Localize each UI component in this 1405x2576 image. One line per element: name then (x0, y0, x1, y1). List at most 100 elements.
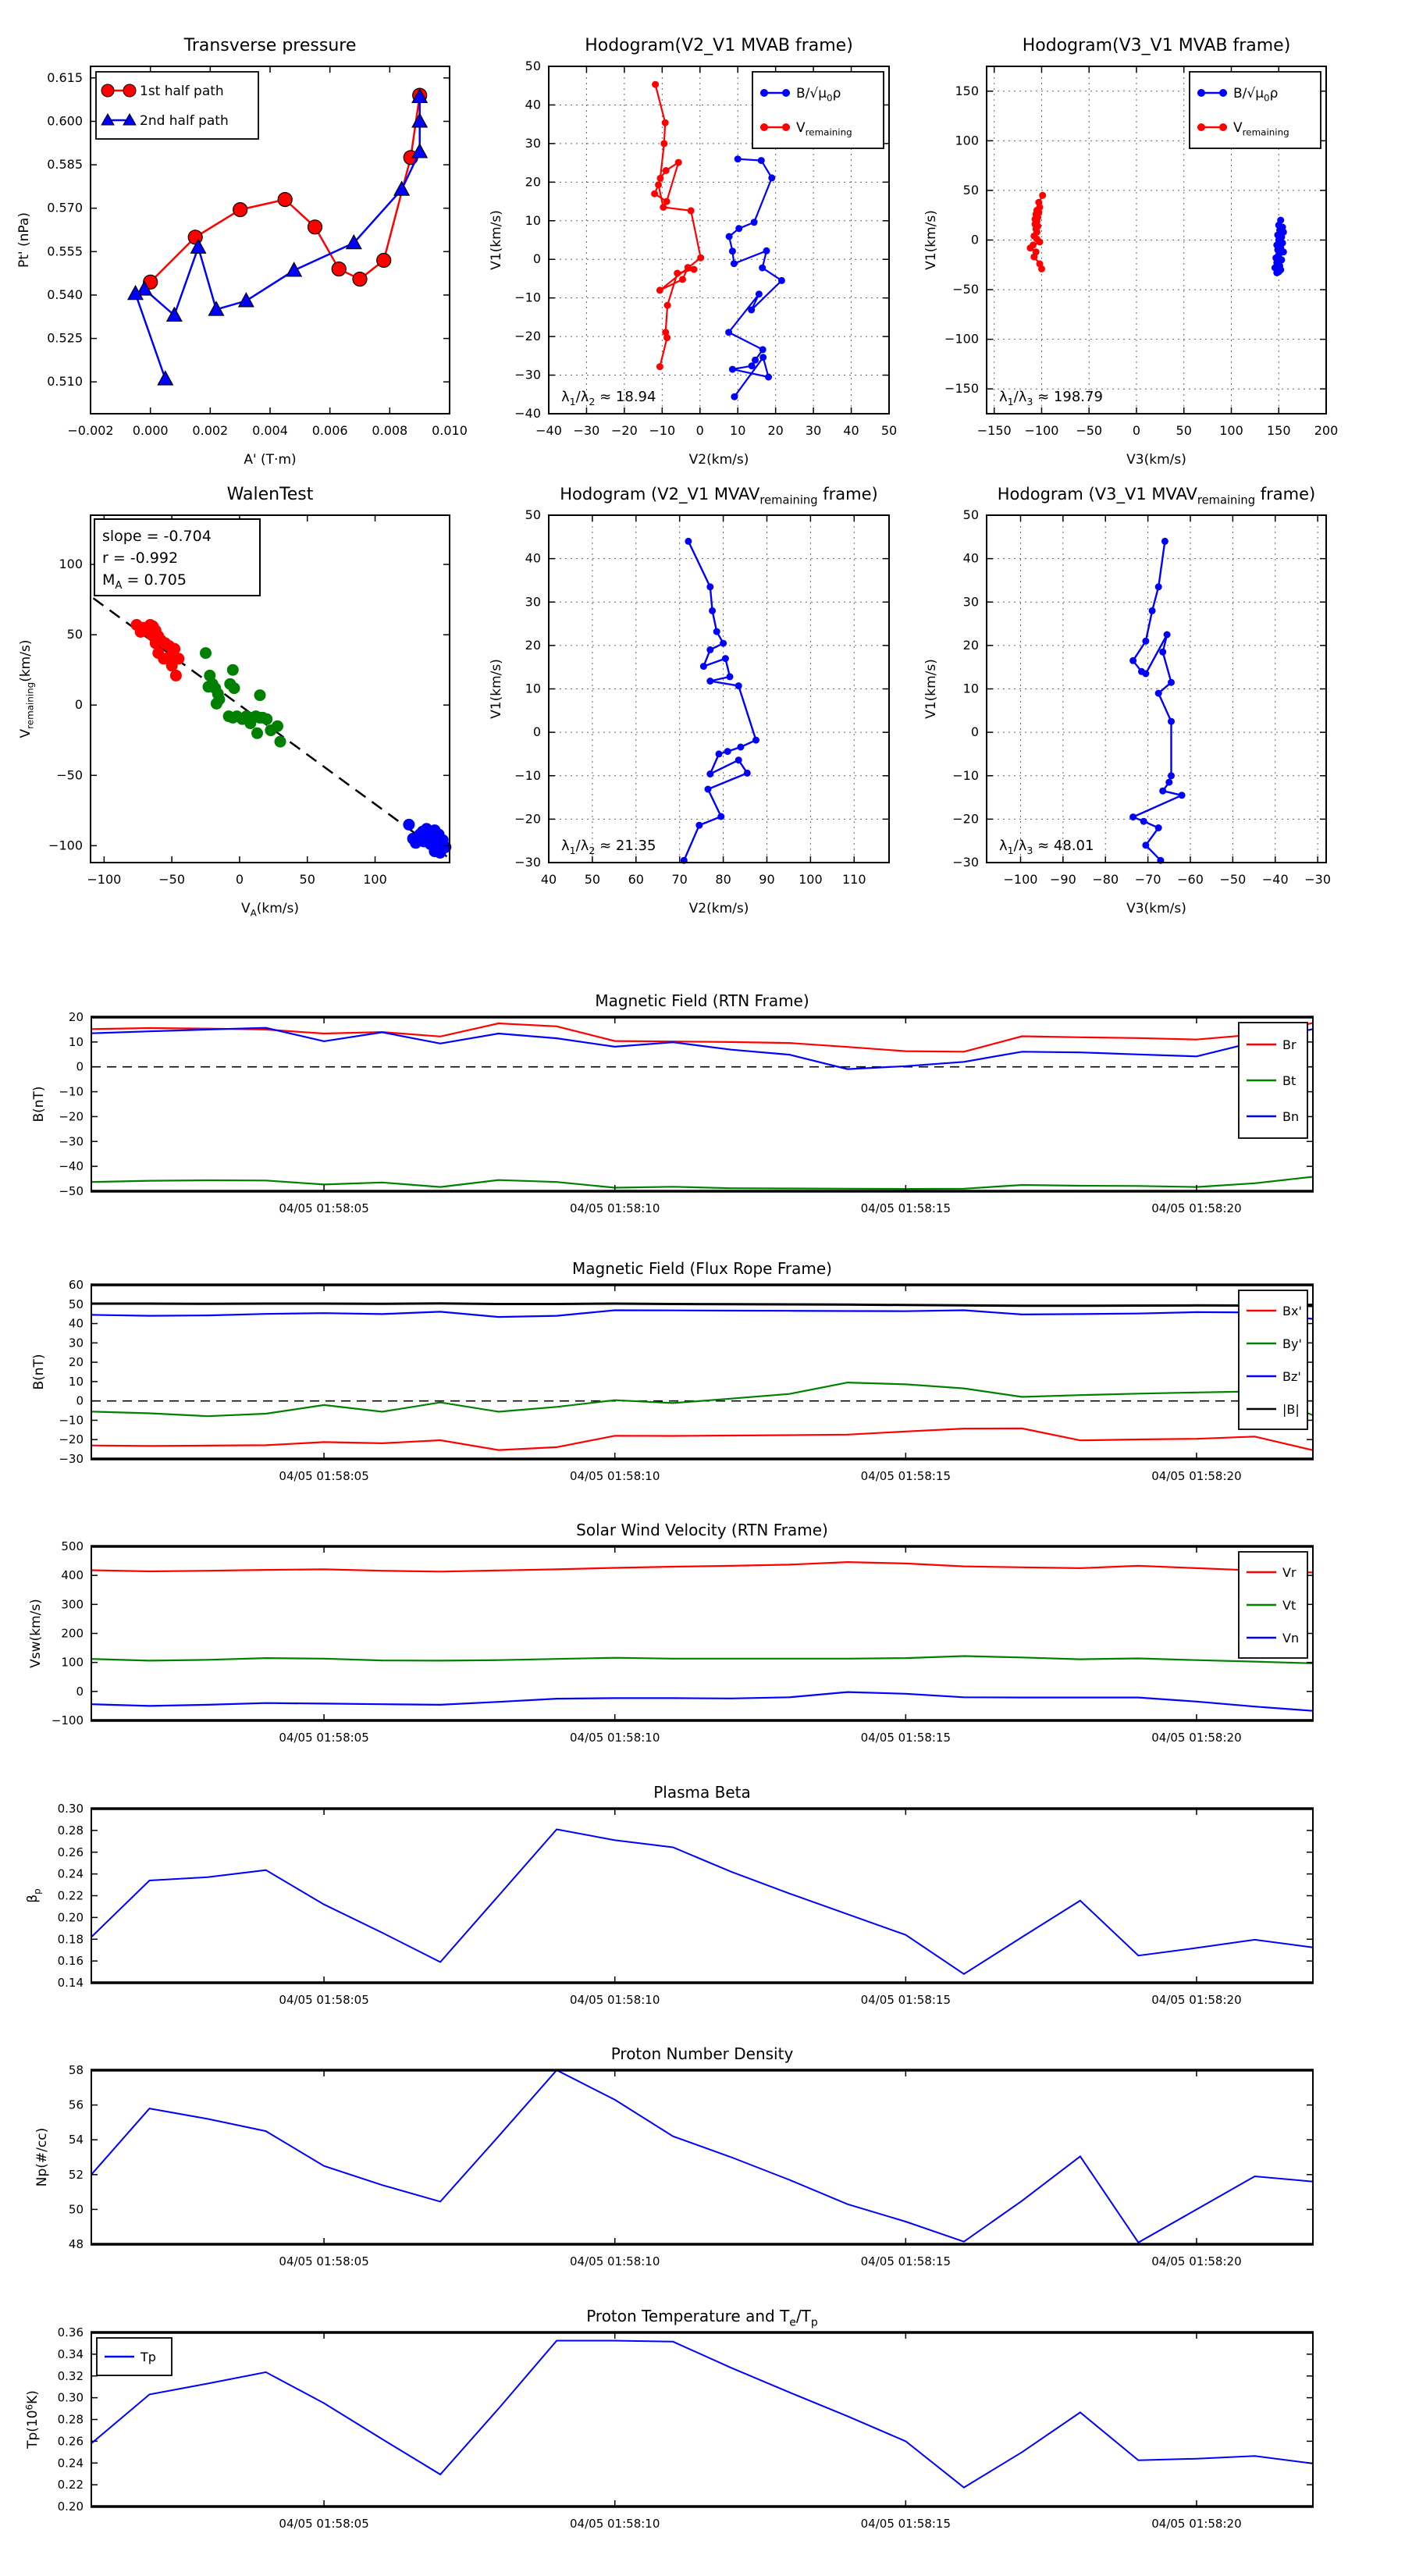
y-tick-label: 54 (69, 2133, 84, 2147)
y-tick-label: 50 (69, 1297, 84, 1311)
x-tick-labels: 40 50 60 70 80 90 100 110 (541, 872, 866, 887)
y-tick-label: 0.30 (58, 2391, 84, 2405)
chart-title: Proton Temperature and Te/Tp (586, 2307, 818, 2329)
y-tick-labels: 0.20 0.22 0.24 0.26 0.28 0.30 0.32 0.34 0.36 (58, 2325, 84, 2514)
y-tick-label: 0.20 (58, 2500, 84, 2514)
tick-marks (91, 1808, 1313, 1984)
y-tick-label: 0 (76, 1394, 84, 1408)
chart-title: Magnetic Field (Flux Rope Frame) (572, 1259, 832, 1278)
y-tick-label: 40 (525, 97, 541, 112)
x-tick-label: 100 (799, 872, 823, 887)
y-tick-label: 20 (69, 1010, 84, 1024)
legend-label: Tp (140, 2350, 156, 2364)
y-axis-label: Tp(106K) (23, 2390, 41, 2450)
series-by- (91, 1381, 1314, 1418)
y-tick-label: 150 (955, 84, 979, 98)
y-tick-label: 0.28 (58, 1823, 84, 1838)
y-tick-label: 40 (963, 551, 979, 566)
x-tick-label: 0 (236, 872, 244, 887)
series-v-remaining (1026, 191, 1047, 272)
y-tick-label: 0.20 (58, 1910, 84, 1924)
x-tick-label: 04/05 01:58:20 (1151, 1201, 1241, 1215)
y-tick-label: 30 (963, 594, 979, 609)
tick-marks (987, 514, 1326, 863)
x-tick-labels: −150 −100 −50 0 50 100 150 200 (977, 423, 1339, 438)
series-bt (91, 1176, 1314, 1190)
y-tick-label: 100 (61, 1656, 84, 1670)
x-tick-label: 40 (541, 872, 557, 887)
x-tick-label: 10 (730, 423, 745, 438)
y-tick-label: 0.16 (58, 1954, 84, 1968)
legend-label: Bt (1282, 1073, 1296, 1088)
y-tick-label: 40 (525, 551, 541, 566)
y-tick-label: 300 (61, 1597, 84, 1611)
legend-label: B/√μ0ρ (1233, 86, 1278, 104)
legend: 1st half path 2nd half path (95, 71, 259, 140)
axes-frame (548, 66, 890, 415)
y-tick-label: −20 (952, 811, 979, 826)
legend-label: Vt (1282, 1598, 1296, 1613)
y-tick-label: −10 (514, 768, 541, 783)
chart-hodogram-v3v1-mvav: −100 −90 −80 −70 −60 −50 −40 −30−30−20−10010203… (923, 485, 1331, 916)
x-tick-label: −0.002 (67, 423, 113, 438)
y-tick-label: −100 (52, 1713, 84, 1727)
y-tick-label: −10 (952, 768, 979, 783)
y-tick-label: −30 (952, 855, 979, 870)
y-tick-label: 30 (69, 1336, 84, 1350)
tick-marks (91, 1016, 1313, 1192)
y-tick-label: 50 (525, 59, 541, 73)
legend: Vr Vt Vn (1238, 1551, 1308, 1659)
y-axis-label: B(nT) (31, 1086, 47, 1122)
y-tick-label: 0.32 (58, 2369, 84, 2383)
x-tick-label: 0.006 (312, 423, 348, 438)
y-tick-labels: −30 −20 −10 0 10 20 30 40 50 (952, 507, 979, 870)
x-axis-label: V2(km/s) (689, 901, 749, 916)
y-tick-label: 0.540 (47, 287, 83, 302)
y-tick-label: 0.24 (58, 1867, 84, 1881)
series-beta-p (91, 1828, 1314, 1975)
chart-walen-test: −100 −50 0 50 100 −100 −50 0 50 100 WalenTest VA(km… (18, 485, 452, 919)
x-tick-label: −80 (1092, 872, 1119, 887)
series-b-hodogram (680, 537, 759, 864)
axes-frame (91, 2332, 1314, 2507)
y-tick-labels: −30 −20 −10 0 10 20 30 40 50 (514, 507, 541, 870)
y-tick-label: 500 (61, 1539, 84, 1553)
legend-label: 1st half path (140, 84, 224, 99)
legend-label: 2nd half path (140, 113, 229, 129)
x-tick-label: 0.002 (192, 423, 228, 438)
stats-box (94, 518, 261, 596)
y-tick-label: 58 (69, 2063, 84, 2077)
x-tick-label: 0 (1133, 423, 1140, 438)
y-tick-label: −20 (59, 1109, 84, 1123)
tick-marks (91, 2069, 1313, 2245)
y-tick-label: 0.14 (58, 1976, 84, 1990)
legend-label: B/√μ0ρ (796, 86, 841, 104)
x-tick-label: −30 (1304, 872, 1331, 887)
chart-magnetic-field-rtn: 04/05 01:58:05 04/05 01:58:10 04/05 01:58:… (31, 991, 1314, 1215)
series-tp (91, 2339, 1314, 2489)
x-tick-label: 50 (585, 872, 600, 887)
x-tick-label: 04/05 01:58:20 (1151, 2254, 1241, 2268)
x-tick-label: 04/05 01:58:10 (570, 2517, 660, 2531)
y-tick-label: 20 (963, 638, 979, 653)
x-tick-label: 80 (715, 872, 731, 887)
x-tick-label: 04/05 01:58:05 (279, 1469, 368, 1483)
legend-box (1189, 71, 1321, 149)
axes-frame (91, 2069, 1314, 2245)
chart-solar-wind-velocity: 04/05 01:58:05 04/05 01:58:10 04/05 01:58:… (28, 1521, 1314, 1745)
y-tick-label: 0.22 (58, 2478, 84, 2492)
y-axis-label: Np(#/cc) (34, 2128, 50, 2186)
series-v-remaining (651, 80, 705, 371)
legend-label: Vremaining (796, 120, 852, 138)
chart-magnetic-field-flux-rope: 04/05 01:58:05 04/05 01:58:10 04/05 01:58:… (31, 1259, 1314, 1483)
y-tick-label: 50 (69, 2202, 84, 2216)
y-tick-label: 100 (59, 557, 83, 571)
series-middle-scatter (200, 647, 286, 748)
x-tick-labels: 04/05 01:58:05 04/05 01:58:10 04/05 01:58:… (279, 1201, 1241, 1215)
axes-frame (91, 1808, 1314, 1984)
y-axis-label: V1(km/s) (489, 210, 504, 270)
x-tick-label: 150 (1267, 423, 1291, 438)
y-tick-label: 10 (69, 1035, 84, 1049)
grid-lines (987, 66, 1327, 414)
x-tick-label: −40 (1262, 872, 1289, 887)
